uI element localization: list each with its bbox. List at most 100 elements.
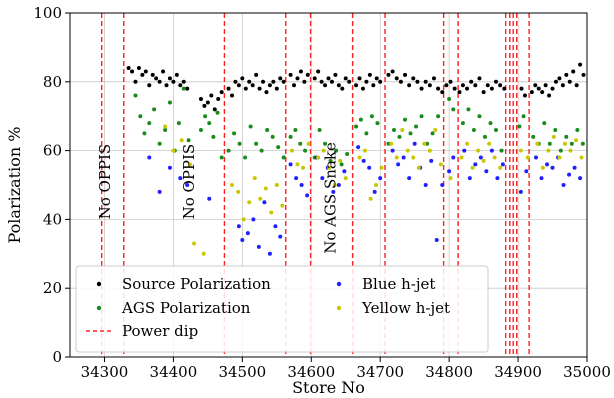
source-point bbox=[440, 90, 445, 95]
source-point bbox=[578, 62, 583, 67]
source-point bbox=[423, 79, 428, 84]
ags-point bbox=[397, 134, 402, 139]
source-point bbox=[185, 86, 190, 91]
ags-point bbox=[270, 134, 275, 139]
source-point bbox=[415, 79, 420, 84]
yellow-point bbox=[300, 165, 305, 170]
yellow-point bbox=[295, 162, 300, 167]
ags-point bbox=[531, 134, 536, 139]
source-point bbox=[130, 69, 135, 74]
source-point bbox=[181, 79, 186, 84]
blue-point bbox=[578, 176, 583, 181]
yellow-point bbox=[263, 186, 268, 191]
source-point bbox=[473, 83, 478, 88]
blue-point bbox=[273, 224, 278, 229]
yellow-point bbox=[327, 165, 332, 170]
series-ags bbox=[133, 86, 585, 167]
blue-point bbox=[320, 176, 325, 181]
yellow-point bbox=[247, 200, 252, 205]
blue-point bbox=[462, 148, 467, 153]
yellow-point bbox=[252, 176, 257, 181]
yellow-point bbox=[379, 165, 384, 170]
ags-point bbox=[403, 117, 408, 122]
source-point bbox=[150, 72, 155, 77]
blue-point bbox=[423, 183, 428, 187]
yellow-point bbox=[427, 148, 432, 153]
source-point bbox=[329, 79, 334, 84]
blue-point bbox=[147, 155, 152, 160]
yellow-point bbox=[321, 148, 326, 153]
annotation-label: No OPPIS bbox=[180, 144, 198, 220]
yellow-point bbox=[476, 148, 481, 153]
ags-point bbox=[419, 114, 424, 119]
source-point bbox=[574, 83, 579, 88]
source-point bbox=[178, 83, 183, 88]
blue-point bbox=[539, 176, 544, 181]
source-point bbox=[212, 107, 217, 112]
data-points bbox=[126, 62, 586, 256]
blue-point bbox=[331, 189, 336, 194]
ags-point bbox=[447, 97, 452, 101]
yellow-point bbox=[535, 141, 540, 146]
ags-point bbox=[471, 127, 476, 132]
ags-point bbox=[152, 107, 157, 112]
blue-point bbox=[561, 183, 566, 187]
source-point bbox=[469, 79, 474, 84]
y-axis-label: Polarization % bbox=[5, 127, 24, 244]
blue-point bbox=[267, 251, 272, 256]
source-point bbox=[550, 86, 555, 91]
blue-point bbox=[294, 176, 299, 181]
blue-point bbox=[178, 176, 183, 181]
source-point bbox=[571, 69, 576, 74]
blue-point bbox=[447, 169, 452, 174]
yellow-point bbox=[540, 165, 545, 170]
source-point bbox=[340, 86, 345, 91]
source-point bbox=[216, 97, 221, 101]
ags-point bbox=[317, 127, 322, 132]
blue-point bbox=[240, 238, 245, 243]
ags-point bbox=[564, 134, 569, 139]
legend-box bbox=[75, 265, 489, 353]
yellow-point bbox=[332, 183, 337, 187]
source-point bbox=[209, 93, 214, 98]
source-point bbox=[143, 69, 148, 74]
yellow-point bbox=[179, 138, 184, 143]
source-point bbox=[444, 83, 449, 88]
source-point bbox=[481, 90, 486, 95]
yellow-point bbox=[573, 138, 578, 143]
legend: Source Polarization Blue h-jet AGS Polariz… bbox=[75, 265, 489, 353]
y-tick-label: 100 bbox=[33, 4, 62, 22]
source-point bbox=[267, 83, 272, 88]
ags-point bbox=[436, 114, 441, 119]
ags-point bbox=[558, 148, 563, 153]
source-point bbox=[236, 83, 241, 88]
yellow-point bbox=[236, 189, 241, 194]
source-point bbox=[136, 66, 141, 71]
yellow-point bbox=[241, 217, 246, 222]
source-point bbox=[360, 86, 365, 91]
ags-point bbox=[186, 138, 191, 143]
source-point bbox=[557, 76, 562, 81]
source-point bbox=[533, 83, 538, 88]
blue-point bbox=[396, 162, 401, 167]
blue-point bbox=[500, 162, 505, 167]
ags-point bbox=[369, 114, 374, 119]
source-point bbox=[547, 93, 552, 98]
ags-point bbox=[243, 155, 248, 160]
source-point bbox=[333, 72, 338, 77]
y-tick-label: 0 bbox=[52, 348, 62, 366]
source-point bbox=[564, 72, 569, 77]
ags-point bbox=[303, 148, 308, 153]
ags-point bbox=[181, 86, 186, 91]
blue-point bbox=[305, 193, 310, 198]
x-tick-label: 34800 bbox=[425, 363, 473, 381]
ags-point bbox=[575, 127, 580, 132]
source-point bbox=[298, 69, 303, 74]
source-point bbox=[367, 72, 372, 77]
blue-point bbox=[524, 169, 529, 174]
source-point bbox=[354, 83, 359, 88]
source-point bbox=[295, 76, 300, 81]
source-point bbox=[498, 83, 503, 88]
source-point bbox=[386, 72, 391, 77]
ags-point bbox=[521, 114, 526, 119]
